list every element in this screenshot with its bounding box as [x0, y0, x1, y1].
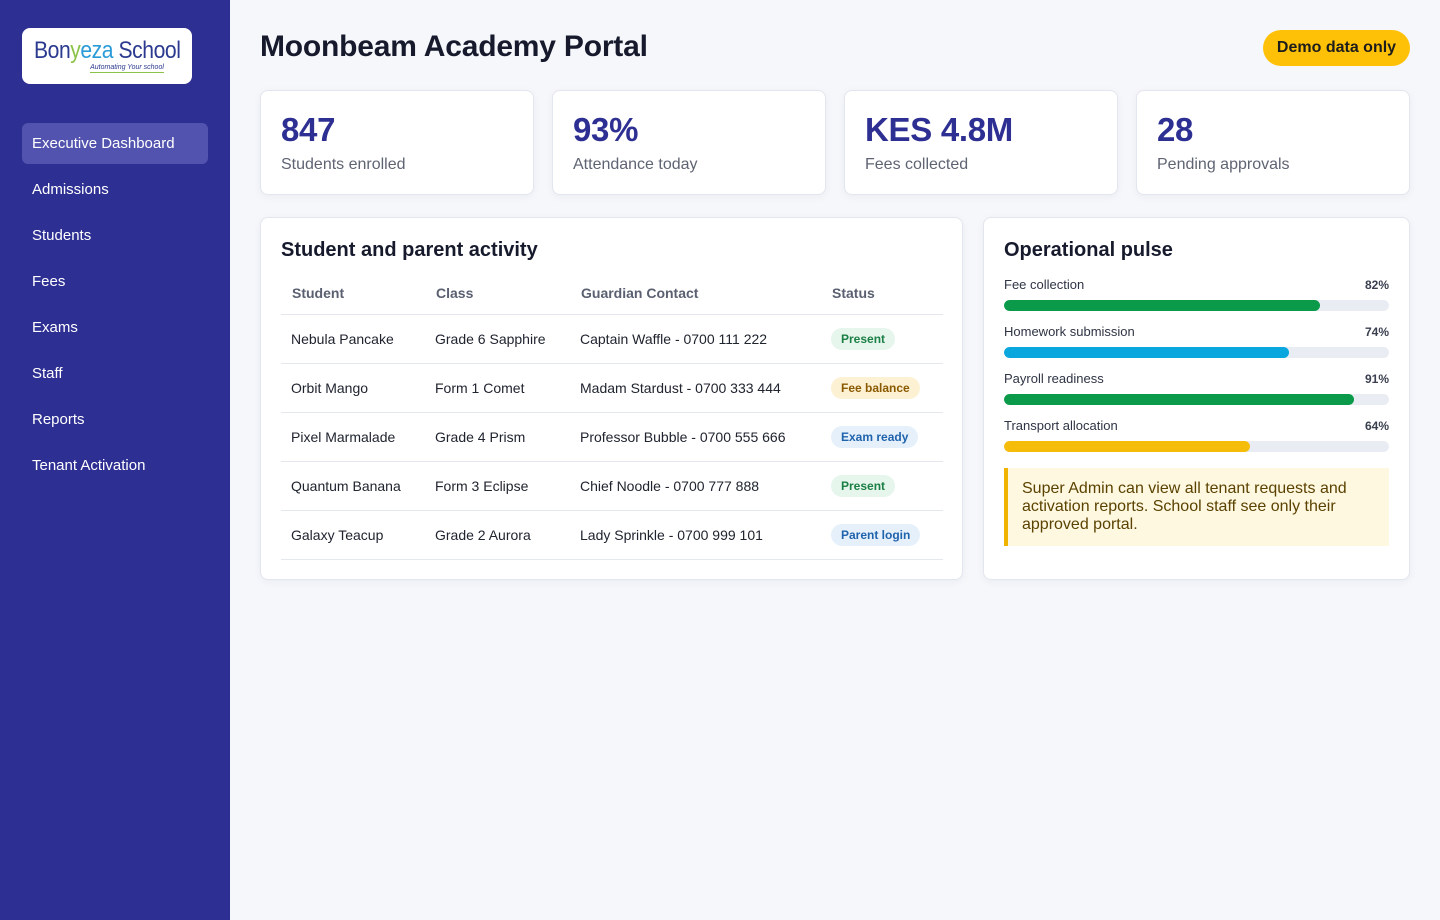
student-cell: Nebula Pancake	[281, 314, 425, 364]
logo-tagline: Automating Your school	[90, 64, 164, 73]
stat-card-approvals: 28 Pending approvals	[1136, 90, 1410, 195]
progress-fill	[1004, 347, 1289, 358]
pulse-item-header: Transport allocation 64%	[1004, 418, 1389, 434]
class-cell: Form 1 Comet	[425, 363, 570, 413]
pulse-label: Payroll readiness	[1004, 371, 1104, 386]
pulse-percent: 91%	[1364, 372, 1389, 386]
permissions-notice: Super Admin can view all tenant requests…	[1004, 468, 1389, 546]
activity-panel: Student and parent activity Student Clas…	[260, 217, 963, 580]
pulse-percent: 82%	[1364, 278, 1389, 292]
student-cell: Galaxy Teacup	[281, 510, 425, 560]
status-cell: Present	[821, 461, 943, 511]
class-cell: Grade 2 Aurora	[425, 510, 570, 560]
table-row[interactable]: Galaxy Teacup Grade 2 Aurora Lady Sprinkle…	[281, 510, 943, 560]
progress-fill	[1004, 394, 1355, 405]
stat-label: Students enrolled	[281, 156, 406, 173]
stat-card-attendance: 93% Attendance today	[552, 90, 826, 195]
pulse-item: Homework submission 74%	[1004, 324, 1389, 371]
sidebar-item-reports[interactable]: Reports	[32, 411, 85, 428]
sidebar-item-exams[interactable]: Exams	[32, 319, 78, 336]
column-header-status: Status	[821, 285, 943, 315]
activity-table: Student Class Guardian Contact Status Ne…	[281, 285, 943, 560]
activity-title: Student and parent activity	[281, 239, 538, 261]
stat-label: Pending approvals	[1157, 156, 1290, 173]
sidebar-item-fees[interactable]: Fees	[32, 273, 66, 290]
progress-track	[1004, 347, 1389, 358]
progress-fill	[1004, 300, 1320, 311]
stat-card-students: 847 Students enrolled	[260, 90, 534, 195]
pulse-item: Transport allocation 64%	[1004, 418, 1389, 465]
status-badge: Present	[831, 327, 896, 350]
guardian-cell: Madam Stardust - 0700 333 444	[570, 363, 821, 413]
pulse-label: Homework submission	[1004, 324, 1135, 339]
demo-badge: Demo data only	[1263, 30, 1410, 66]
stat-value: KES 4.8M	[865, 111, 1013, 148]
column-header-guardian: Guardian Contact	[570, 285, 821, 315]
table-row[interactable]: Pixel Marmalade Grade 4 Prism Professor Bu…	[281, 412, 943, 462]
sidebar-item-admissions[interactable]: Admissions	[32, 181, 109, 198]
pulse-item-header: Homework submission 74%	[1004, 324, 1389, 340]
table-header-row: Student Class Guardian Contact Status	[281, 285, 943, 315]
column-header-student: Student	[281, 285, 425, 315]
sidebar-item-executive-dashboard[interactable]: Executive Dashboard	[22, 123, 208, 164]
status-badge: Fee balance	[831, 376, 920, 399]
pulse-item-header: Fee collection 82%	[1004, 277, 1389, 293]
table-row[interactable]: Nebula Pancake Grade 6 Sapphire Captain Wa…	[281, 314, 943, 364]
pulse-label: Transport allocation	[1004, 418, 1118, 433]
status-badge: Parent login	[831, 523, 921, 546]
sidebar-item-students[interactable]: Students	[32, 227, 92, 244]
table-row[interactable]: Orbit Mango Form 1 Comet Madam Stardust - …	[281, 363, 943, 413]
stat-value: 93%	[573, 111, 639, 148]
stat-label: Fees collected	[865, 156, 969, 173]
guardian-cell: Lady Sprinkle - 0700 999 101	[570, 510, 821, 560]
pulse-panel: Operational pulse Fee collection 82% Homew…	[983, 217, 1410, 580]
logo-wordmark: Bonyeza School	[33, 37, 181, 64]
pulse-item-header: Payroll readiness 91%	[1004, 371, 1389, 387]
status-cell: Exam ready	[821, 412, 943, 462]
progress-track	[1004, 300, 1389, 311]
progress-fill	[1004, 441, 1251, 452]
class-cell: Grade 4 Prism	[425, 412, 570, 462]
sidebar-item-staff[interactable]: Staff	[32, 365, 63, 382]
progress-track	[1004, 394, 1389, 405]
guardian-cell: Chief Noodle - 0700 777 888	[570, 461, 821, 511]
pulse-item: Fee collection 82%	[1004, 277, 1389, 324]
status-cell: Fee balance	[821, 363, 943, 413]
stat-card-fees: KES 4.8M Fees collected	[844, 90, 1118, 195]
class-cell: Form 3 Eclipse	[425, 461, 570, 511]
status-cell: Parent login	[821, 510, 943, 560]
column-header-class: Class	[425, 285, 570, 315]
guardian-cell: Professor Bubble - 0700 555 666	[570, 412, 821, 462]
student-cell: Quantum Banana	[281, 461, 425, 511]
brand-logo[interactable]: Bonyeza School Automating Your school	[22, 28, 192, 84]
status-cell: Present	[821, 314, 943, 364]
pulse-item: Payroll readiness 91%	[1004, 371, 1389, 418]
status-badge: Exam ready	[831, 425, 919, 448]
pulse-label: Fee collection	[1004, 277, 1085, 292]
pulse-list: Fee collection 82% Homework submission 74% P…	[1004, 277, 1389, 465]
table-row[interactable]: Quantum Banana Form 3 Eclipse Chief Noodle…	[281, 461, 943, 511]
pulse-title: Operational pulse	[1004, 239, 1173, 261]
student-cell: Orbit Mango	[281, 363, 425, 413]
sidebar-item-tenant-activation[interactable]: Tenant Activation	[32, 457, 146, 474]
page-title: Moonbeam Academy Portal	[260, 30, 648, 63]
class-cell: Grade 6 Sapphire	[425, 314, 570, 364]
stat-label: Attendance today	[573, 156, 698, 173]
sidebar-nav: Executive Dashboard Admissions Students Fee…	[22, 123, 208, 491]
pulse-percent: 74%	[1364, 325, 1389, 339]
stat-value: 28	[1157, 111, 1194, 148]
guardian-cell: Captain Waffle - 0700 111 222	[570, 314, 821, 364]
pulse-percent: 64%	[1364, 419, 1389, 433]
sidebar: Bonyeza School Automating Your school Ex…	[0, 0, 230, 920]
stat-value: 847	[281, 111, 336, 148]
status-badge: Present	[831, 474, 896, 497]
progress-track	[1004, 441, 1389, 452]
student-cell: Pixel Marmalade	[281, 412, 425, 462]
